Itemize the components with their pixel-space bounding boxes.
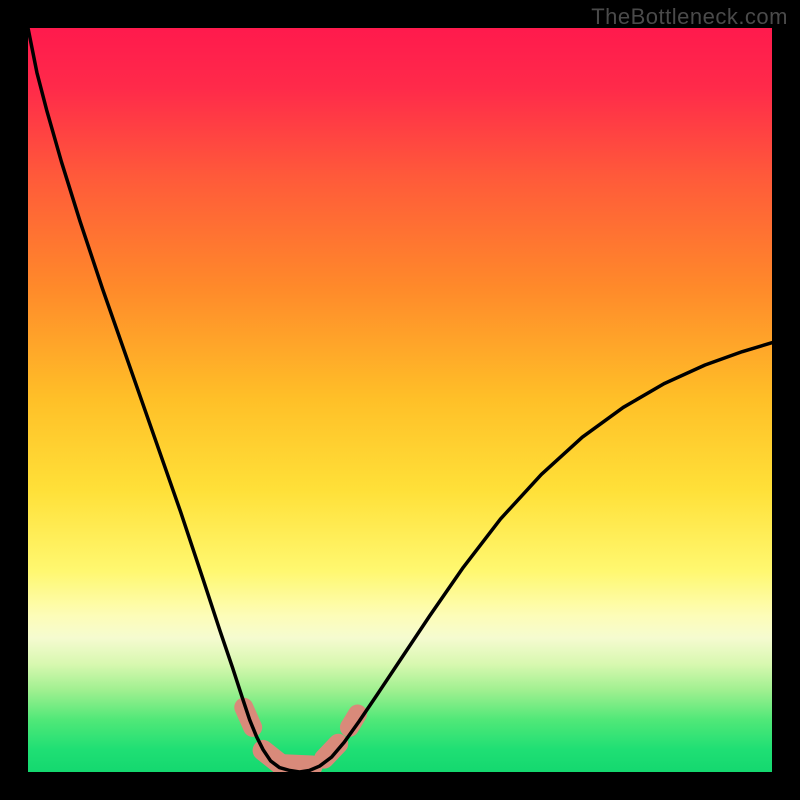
- chart-area: [28, 28, 772, 772]
- watermark-text: TheBottleneck.com: [591, 4, 788, 30]
- chart-svg: [28, 28, 772, 772]
- marker-segment: [281, 765, 312, 766]
